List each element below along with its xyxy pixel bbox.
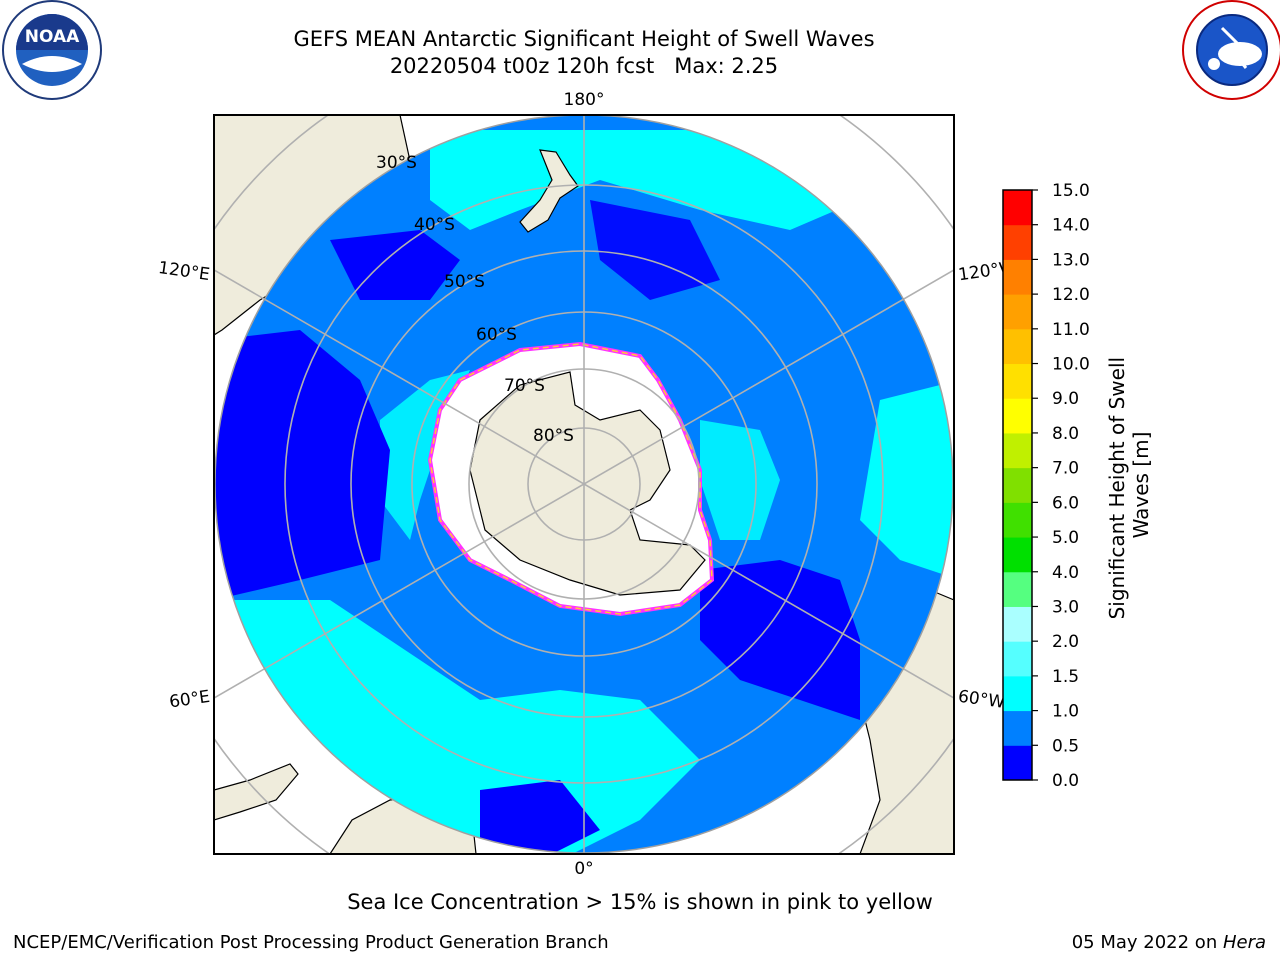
longitude-label: 120°E [157,258,211,285]
chart-title: GEFS MEAN Antarctic Significant Height o… [293,27,875,51]
colorbar-tick-label: 3.0 [1052,597,1079,617]
footer-date-text: 05 May 2022 on [1071,932,1223,953]
colorbar-tick-label: 11.0 [1052,320,1090,340]
colorbar-label: Significant Height of Swell Waves [m] [1105,351,1153,620]
map-frame [213,114,955,855]
latitude-label: 70°S [504,376,545,396]
colorbar-tick-label: 14.0 [1052,216,1090,236]
colorbar-tick-label: 10.0 [1052,355,1090,375]
swell-region-cyan-inner-right [700,420,780,540]
latitude-label: 50°S [444,272,485,292]
sea-ice-caption: Sea Ice Concentration > 15% is shown in … [347,890,933,914]
colorbar-tick-label: 1.0 [1052,702,1079,722]
swell-region-cyan-right [860,380,953,580]
colorbar-bin [1003,502,1032,538]
latitude-label: 60°S [476,325,517,345]
colorbar-tick-label: 0.5 [1052,736,1079,756]
swell-region-deep-right [700,560,860,720]
colorbar-bin [1003,641,1032,677]
colorbar-tick-label: 13.0 [1052,250,1090,270]
colorbar-tick-label: 1.5 [1052,667,1079,687]
colorbar-tick-label: 7.0 [1052,459,1079,479]
footer-host: Hera [1222,932,1266,953]
colorbar-bin [1003,328,1032,365]
longitude-label: 60°E [168,687,211,712]
colorbar-tick-label: 4.0 [1052,563,1079,583]
colorbar: 0.0 0.5 1.0 1.5 2.0 3.0 4.0 5.0 6.0 7.0 8.0 9.0 10.0… [1002,181,1090,791]
colorbar-tick-label: 9.0 [1052,389,1079,409]
colorbar-bin [1003,467,1032,503]
colorbar-bin [1003,537,1032,573]
longitude-label: 0° [574,859,593,879]
colorbar-bin [1003,432,1032,469]
colorbar-tick-label: 2.0 [1052,632,1079,652]
colorbar-bin [1003,710,1032,746]
colorbar-tick-label: 5.0 [1052,528,1079,548]
new-zealand-land [519,149,579,233]
noaa-logo: NOAA [2,0,102,100]
colorbar-bin [1003,190,1032,226]
colorbar-bin [1003,294,1032,330]
colorbar-bin [1003,224,1032,260]
latitude-label: 30°S [376,153,417,173]
antarctica-land [469,371,706,596]
colorbar-bin [1003,571,1032,607]
colorbar-bin [1003,675,1032,712]
colorbar-tick-label: 12.0 [1052,285,1090,305]
colorbar-bin [1003,745,1032,781]
colorbar-tick-label: 15.0 [1052,181,1090,201]
footer-date: 05 May 2022 on Hera [1072,932,1266,953]
title-block: GEFS MEAN Antarctic Significant Height o… [234,26,934,80]
colorbar-tick-label: 0.0 [1052,771,1079,791]
colorbar-bin [1003,606,1032,642]
colorbar-tick-label: 6.0 [1052,493,1079,513]
colorbar-frame [1002,189,1033,781]
nws-logo [1182,0,1280,100]
colorbar-bin [1003,398,1032,434]
colorbar-bin [1003,363,1032,399]
longitude-label: 60°W [957,687,1006,713]
longitude-label: 180° [564,90,605,110]
chart-subtitle: 20220504 t00z 120h fcst Max: 2.25 [389,54,779,78]
svg-text:NOAA: NOAA [25,27,80,47]
madagascar-land [214,763,299,821]
swell-region-deep-bottom [480,780,600,853]
footer-credit: NCEP/EMC/Verification Post Processing Pr… [13,932,609,953]
latitude-label: 40°S [414,215,455,235]
latitude-label: 80°S [533,426,574,446]
colorbar-tick-label: 8.0 [1052,424,1079,444]
swell-region-deep-left [215,330,390,600]
longitude-grid [214,115,954,854]
colorbar-bin [1003,259,1032,295]
